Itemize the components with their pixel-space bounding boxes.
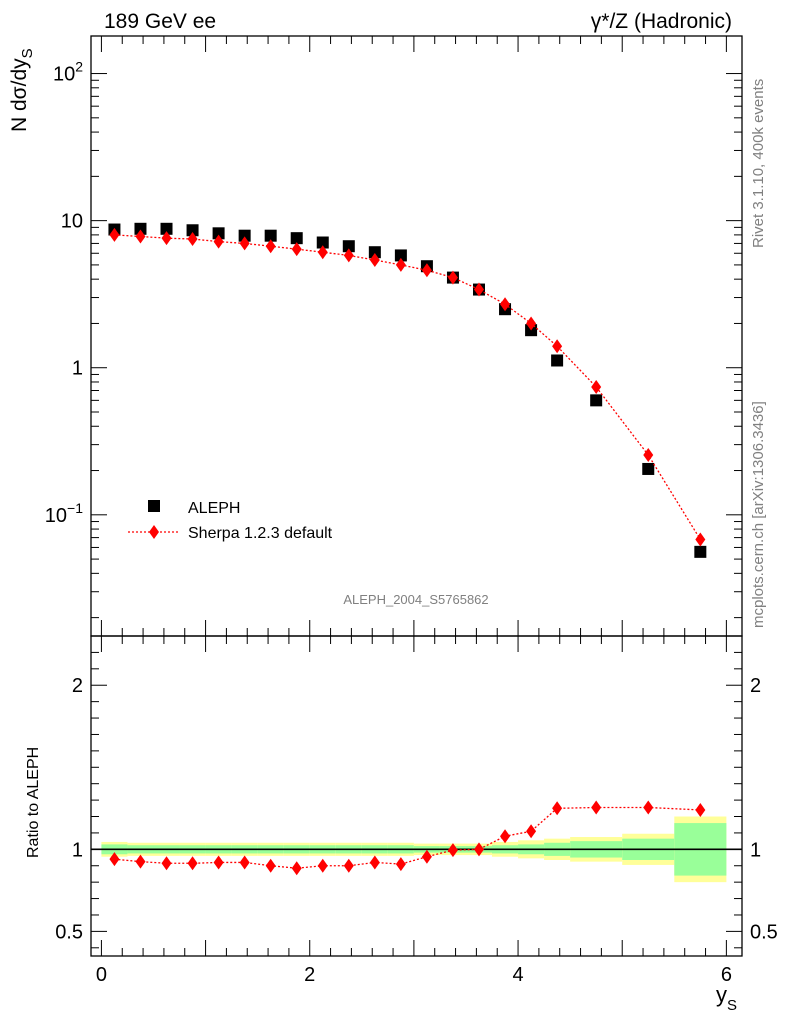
main-y-tick-label: 10−1 (45, 500, 83, 527)
x-tick-label: 2 (304, 964, 315, 986)
ratio-sherpa-point (395, 857, 406, 872)
sherpa-data-point (109, 227, 120, 242)
ratio-sherpa-point (447, 843, 458, 858)
sherpa-data-point (395, 257, 406, 272)
axis-ticks (91, 36, 742, 956)
legend-sherpa-label: Sherpa 1.2.3 default (188, 525, 333, 542)
sherpa-data-point (265, 239, 276, 254)
ratio-y-tick-label-right: 0.5 (750, 921, 778, 943)
header-left-label: 189 GeV ee (104, 10, 216, 33)
ratio-y-tick-label-right: 2 (750, 675, 761, 697)
ratio-sherpa-point (291, 861, 302, 876)
main-y-axis-title: N dσ/dyS (8, 48, 36, 132)
ratio-sherpa-point (369, 855, 380, 870)
sherpa-data-point (500, 297, 511, 312)
ratio-sherpa-point (421, 849, 432, 864)
main-y-tick-label: 10 (61, 211, 83, 233)
sherpa-data-point (591, 379, 602, 394)
ratio-y-tick-label-left: 0.5 (55, 921, 83, 943)
sherpa-data-point (447, 270, 458, 285)
ratio-sherpa-point (187, 856, 198, 871)
header-right-label: γ*/Z (Hadronic) (591, 10, 732, 33)
ratio-y-axis-title: Ratio to ALEPH (25, 747, 42, 858)
aleph-data-point (316, 236, 329, 249)
ratio-panel-frame (90, 635, 743, 957)
ratio-sherpa-point (343, 858, 354, 873)
side-label-mcplots: mcplots.cern.ch [arXiv:1306.3436] (750, 401, 767, 628)
aleph-data-point (186, 224, 199, 237)
side-label-rivet: Rivet 3.1.10, 400k events (750, 79, 767, 248)
ratio-panel (91, 636, 742, 956)
ratio-sherpa-point (135, 854, 146, 869)
ratio-sherpa-point (265, 858, 276, 873)
sherpa-data-point (343, 248, 354, 263)
main-panel (91, 36, 742, 636)
ratio-sherpa-point (591, 800, 602, 815)
aleph-data-point (290, 232, 303, 245)
aleph-data-point (160, 222, 173, 235)
ratio-y-tick-label-left: 1 (72, 839, 83, 861)
legend-sherpa-marker (149, 525, 159, 539)
aleph-data-point (134, 222, 147, 235)
sherpa-data-point (161, 231, 172, 246)
aleph-data-point (394, 249, 407, 262)
aleph-data-point (642, 462, 655, 475)
aleph-data-point (368, 246, 381, 259)
sherpa-data-point (291, 242, 302, 257)
ratio-sherpa-point (161, 856, 172, 871)
x-tick-label: 6 (721, 964, 732, 986)
ratio-y-tick-label-right: 1 (750, 839, 761, 861)
main-y-tick-label: 102 (53, 59, 83, 86)
ratio-sherpa-point (317, 858, 328, 873)
x-axis-title: yS (716, 982, 737, 1014)
x-tick-label: 0 (96, 964, 107, 986)
ratio-sherpa-point (109, 852, 120, 867)
aleph-data-point (551, 354, 564, 367)
sherpa-data-point (369, 252, 380, 267)
ratio-sherpa-point (643, 800, 654, 815)
sherpa-data-point (552, 339, 563, 354)
x-tick-label: 4 (512, 964, 523, 986)
sherpa-data-point (643, 448, 654, 463)
ratio-panel-bg (91, 636, 742, 956)
aleph-data-point (238, 229, 251, 242)
ratio-y-tick-label-left: 2 (72, 675, 83, 697)
sherpa-data-point (135, 229, 146, 244)
data-series (108, 222, 707, 876)
legend-aleph-marker (148, 500, 160, 512)
ratio-sherpa-point (695, 802, 706, 817)
main-y-tick-label: 1 (72, 358, 83, 380)
analysis-annotation: ALEPH_2004_S5765862 (343, 592, 488, 607)
legend-aleph-label: ALEPH (188, 500, 240, 517)
sherpa-data-point (317, 245, 328, 260)
sherpa-data-point (239, 236, 250, 251)
legend: ALEPH Sherpa 1.2.3 default (128, 500, 333, 542)
sherpa-data-point (187, 232, 198, 247)
sherpa-data-point (695, 532, 706, 547)
ratio-sherpa-point (213, 855, 224, 870)
axis-tick-labels: 10−1 1 10 102 0.5 0.5 1 1 2 2 0 2 4 6 N dσ/dyS Ratio to… (8, 48, 778, 1014)
ratio-sherpa-point (552, 801, 563, 816)
aleph-data-point (264, 229, 277, 242)
panel-frames (90, 35, 743, 957)
aleph-data-point (212, 227, 225, 240)
ratio-sherpa-point (239, 855, 250, 870)
aleph-data-point (590, 394, 603, 407)
ratio-sherpa-point (473, 842, 484, 857)
aleph-data-point (694, 545, 707, 558)
ratio-sherpa-point (526, 824, 537, 839)
sherpa-data-point (473, 282, 484, 297)
aleph-data-point (342, 240, 355, 253)
sherpa-data-point (526, 316, 537, 331)
sherpa-data-point (213, 234, 224, 249)
main-panel-bg (91, 36, 742, 636)
ratio-sherpa-point (500, 829, 511, 844)
sherpa-data-point (421, 263, 432, 278)
